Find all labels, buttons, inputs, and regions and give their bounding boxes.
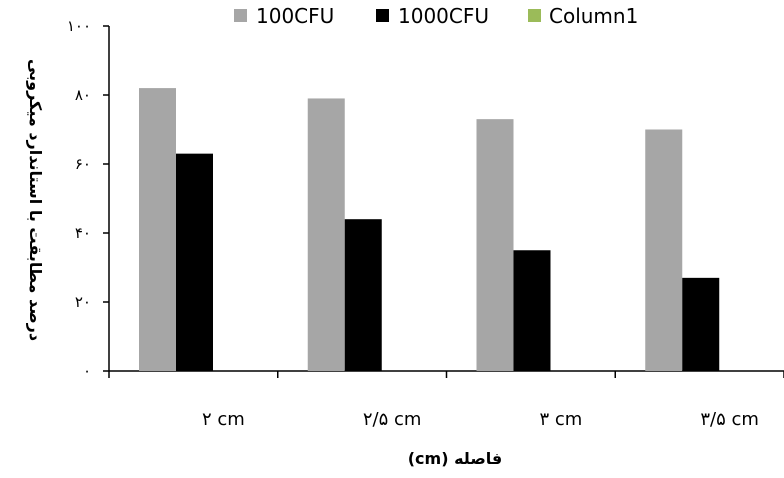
legend-swatch-1000cfu: [376, 9, 389, 22]
y-tick-label: ۴۰: [75, 224, 91, 242]
legend-swatch-column1: [528, 9, 541, 22]
x-tick-label: ۳/۵ cm: [700, 409, 759, 430]
bar-100cfu-1: [139, 88, 176, 371]
y-tick-label: ۰: [83, 362, 91, 380]
legend: 100CFU 1000CFU Column1: [234, 4, 638, 28]
y-tick-label: ۱۰۰: [67, 17, 91, 35]
x-tick-label: ۲/۵ cm: [363, 409, 422, 430]
x-ticks: ۲ cm ۲/۵ cm ۳ cm ۳/۵ cm: [108, 371, 784, 430]
bars: [139, 88, 720, 372]
bar-100cfu-3: [476, 119, 514, 372]
bar-1000cfu-3: [513, 250, 551, 371]
x-tick-label: ۳ cm: [539, 409, 582, 430]
bar-100cfu-2: [307, 98, 345, 371]
bar-1000cfu-2: [344, 219, 382, 371]
legend-label-1000cfu: 1000CFU: [398, 4, 489, 28]
y-tick-label: ۶۰: [75, 155, 91, 173]
x-tick-label: ۲ cm: [202, 409, 245, 430]
y-tick-label: ۲۰: [75, 293, 91, 311]
bar-1000cfu-1: [176, 153, 213, 371]
y-tick-label: ۸۰: [75, 86, 91, 104]
y-axis-title: درصد مطابقت با استاندارد میکروبی: [26, 59, 45, 341]
legend-label-column1: Column1: [549, 4, 638, 28]
legend-swatch-100cfu: [234, 9, 247, 22]
bar-1000cfu-4: [682, 277, 720, 371]
bar-100cfu-4: [645, 129, 683, 371]
y-ticks: ۰ ۲۰ ۴۰ ۶۰ ۸۰ ۱۰۰: [67, 17, 109, 380]
legend-label-100cfu: 100CFU: [256, 4, 334, 28]
x-axis-title: فاصله (cm): [408, 449, 503, 468]
